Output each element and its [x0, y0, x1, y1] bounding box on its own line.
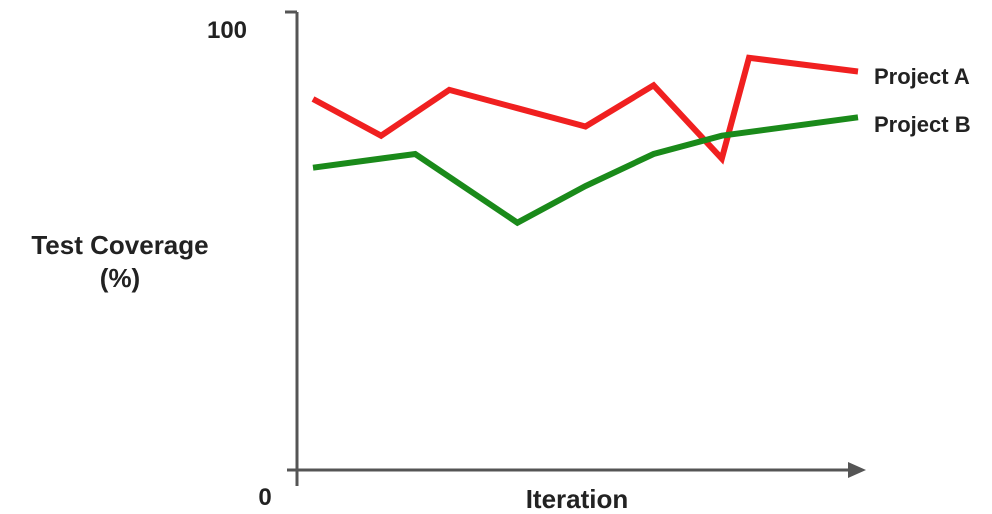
data-point-project-a-9 [855, 69, 861, 75]
data-point-project-b-7 [855, 114, 861, 120]
data-point-project-a-3 [446, 87, 452, 93]
data-point-project-b-3 [514, 220, 520, 226]
y-tick-label-bottom: 0 [258, 484, 271, 511]
data-point-project-a-2 [378, 133, 384, 139]
data-point-project-b-6 [719, 133, 725, 139]
data-point-project-b-4 [583, 183, 589, 189]
x-axis-arrowhead [848, 462, 866, 478]
data-point-project-a-4 [514, 105, 520, 111]
legend-label-project-a: Project A [874, 64, 970, 89]
data-point-project-a-7 [719, 156, 725, 162]
y-tick-label-top: 100 [207, 17, 247, 44]
data-point-project-a-6 [651, 82, 657, 88]
y-axis-title-line2: (%) [100, 263, 140, 293]
data-point-project-b-1 [310, 165, 316, 171]
series-line-project-a [311, 54, 859, 165]
data-point-project-b-5 [651, 151, 657, 157]
legend-layer: Project A Project B [874, 64, 971, 137]
legend-label-project-b: Project B [874, 112, 971, 137]
data-point-project-b-2 [412, 151, 418, 157]
series-layer [310, 54, 861, 227]
series-line-project-b [312, 114, 859, 227]
data-point-project-a-8 [746, 55, 752, 61]
data-point-project-a-5 [583, 124, 589, 130]
y-axis-title-line1: Test Coverage [31, 230, 208, 260]
x-axis-title: Iteration [526, 484, 629, 514]
data-point-project-a-1 [310, 96, 316, 102]
